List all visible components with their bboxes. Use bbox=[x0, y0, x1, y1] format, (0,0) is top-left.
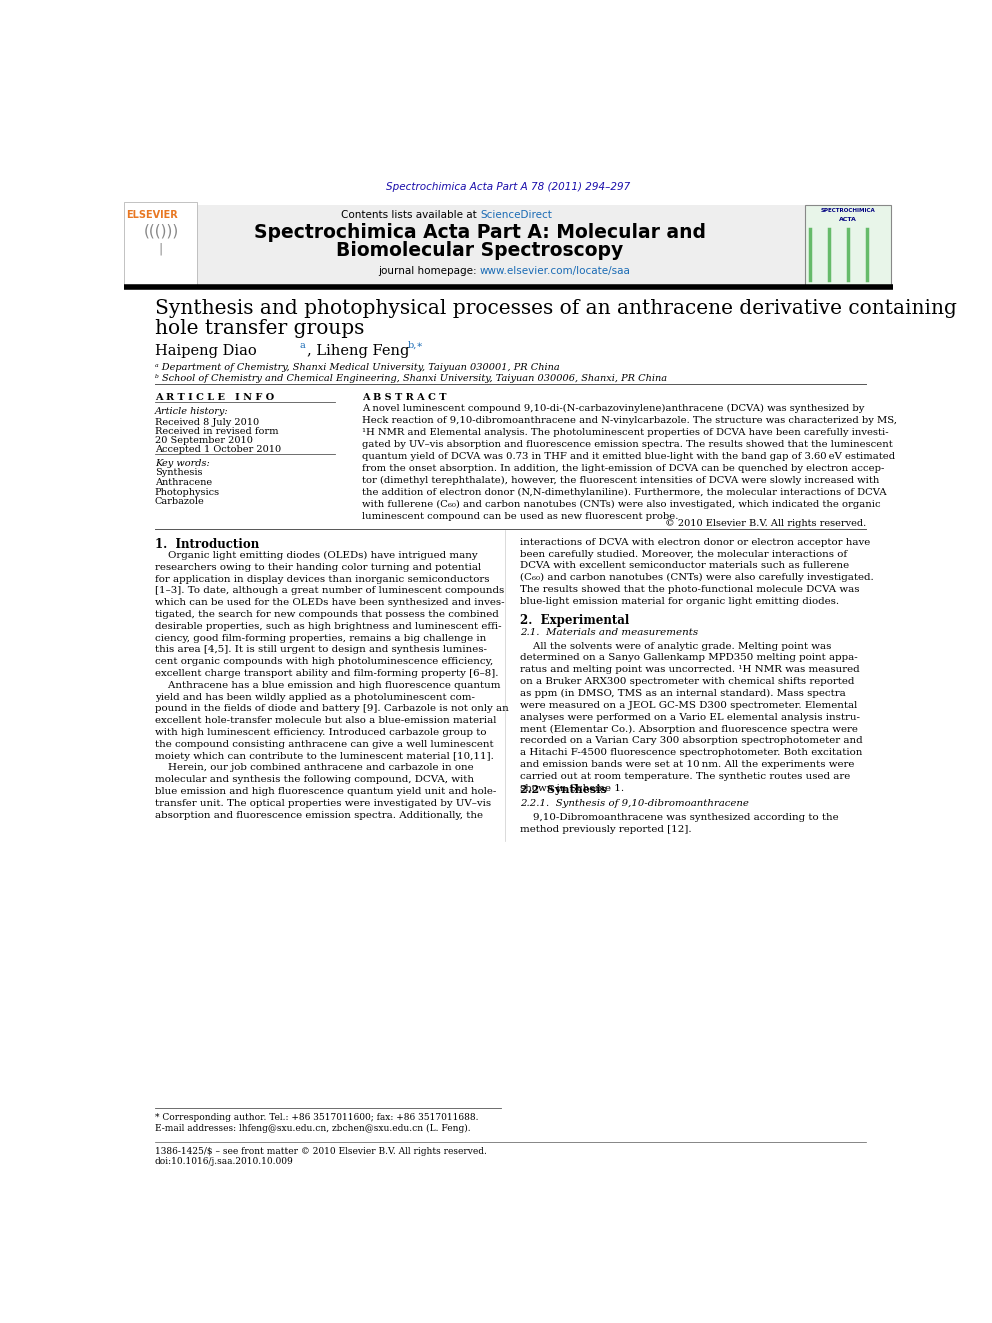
FancyBboxPatch shape bbox=[806, 205, 891, 288]
Text: A B S T R A C T: A B S T R A C T bbox=[362, 393, 446, 402]
Text: ((())): ((())) bbox=[143, 224, 179, 239]
Text: 9,10-Dibromoanthracene was synthesized according to the
method previously report: 9,10-Dibromoanthracene was synthesized a… bbox=[520, 812, 838, 833]
Text: doi:10.1016/j.saa.2010.10.009: doi:10.1016/j.saa.2010.10.009 bbox=[155, 1158, 294, 1166]
Text: A novel luminescent compound 9,10-di-(N-carbazovinylene)anthracene (DCVA) was sy: A novel luminescent compound 9,10-di-(N-… bbox=[362, 405, 898, 521]
Text: |: | bbox=[155, 242, 167, 255]
Text: Received 8 July 2010: Received 8 July 2010 bbox=[155, 418, 259, 426]
Text: Received in revised form: Received in revised form bbox=[155, 427, 278, 435]
Text: Key words:: Key words: bbox=[155, 459, 209, 468]
Text: Anthracene: Anthracene bbox=[155, 478, 212, 487]
Text: Organic light emitting diodes (OLEDs) have intrigued many
researchers owing to t: Organic light emitting diodes (OLEDs) ha… bbox=[155, 550, 509, 820]
Text: ScienceDirect: ScienceDirect bbox=[480, 209, 552, 220]
Text: 2.  Experimental: 2. Experimental bbox=[520, 614, 629, 627]
Text: hole transfer groups: hole transfer groups bbox=[155, 319, 364, 337]
Text: Synthesis: Synthesis bbox=[155, 468, 202, 478]
Text: © 2010 Elsevier B.V. All rights reserved.: © 2010 Elsevier B.V. All rights reserved… bbox=[665, 520, 866, 528]
Text: a: a bbox=[300, 341, 305, 351]
Text: Haipeng Diao: Haipeng Diao bbox=[155, 344, 261, 359]
Text: interactions of DCVA with electron donor or electron acceptor have
been carefull: interactions of DCVA with electron donor… bbox=[520, 537, 874, 606]
Text: journal homepage:: journal homepage: bbox=[378, 266, 480, 275]
Text: Article history:: Article history: bbox=[155, 407, 228, 417]
Text: E-mail addresses: lhfeng@sxu.edu.cn, zbchen@sxu.edu.cn (L. Feng).: E-mail addresses: lhfeng@sxu.edu.cn, zbc… bbox=[155, 1123, 470, 1132]
Text: ᵃ Department of Chemistry, Shanxi Medical University, Taiyuan 030001, PR China: ᵃ Department of Chemistry, Shanxi Medica… bbox=[155, 363, 559, 372]
Text: ᵇ School of Chemistry and Chemical Engineering, Shanxi University, Taiyuan 03000: ᵇ School of Chemistry and Chemical Engin… bbox=[155, 373, 667, 382]
Text: Photophysics: Photophysics bbox=[155, 488, 220, 497]
FancyBboxPatch shape bbox=[153, 205, 806, 284]
Text: Spectrochimica Acta Part A: Molecular and: Spectrochimica Acta Part A: Molecular an… bbox=[254, 224, 706, 242]
Text: ACTA: ACTA bbox=[839, 217, 857, 222]
Text: All the solvents were of analytic grade. Melting point was
determined on a Sanyo: All the solvents were of analytic grade.… bbox=[520, 642, 863, 792]
Text: 1386-1425/$ – see front matter © 2010 Elsevier B.V. All rights reserved.: 1386-1425/$ – see front matter © 2010 El… bbox=[155, 1147, 487, 1156]
Text: 2.2  Synthesis: 2.2 Synthesis bbox=[520, 785, 607, 795]
Text: 2.2.1.  Synthesis of 9,10-dibromoanthracene: 2.2.1. Synthesis of 9,10-dibromoanthrace… bbox=[520, 799, 749, 807]
Text: b,∗: b,∗ bbox=[408, 341, 424, 351]
Text: , Liheng Feng: , Liheng Feng bbox=[307, 344, 414, 359]
FancyBboxPatch shape bbox=[124, 201, 197, 288]
Text: 20 September 2010: 20 September 2010 bbox=[155, 435, 253, 445]
Text: Spectrochimica Acta Part A 78 (2011) 294–297: Spectrochimica Acta Part A 78 (2011) 294… bbox=[386, 183, 631, 192]
Text: Accepted 1 October 2010: Accepted 1 October 2010 bbox=[155, 445, 281, 454]
Text: A R T I C L E   I N F O: A R T I C L E I N F O bbox=[155, 393, 274, 402]
Text: www.elsevier.com/locate/saa: www.elsevier.com/locate/saa bbox=[480, 266, 631, 275]
Text: Carbazole: Carbazole bbox=[155, 497, 204, 507]
Text: 2.1.  Materials and measurements: 2.1. Materials and measurements bbox=[520, 628, 698, 638]
Text: Biomolecular Spectroscopy: Biomolecular Spectroscopy bbox=[336, 241, 624, 261]
Text: Contents lists available at: Contents lists available at bbox=[341, 209, 480, 220]
Text: SPECTROCHIMICA: SPECTROCHIMICA bbox=[820, 208, 876, 213]
Text: * Corresponding author. Tel.: +86 3517011600; fax: +86 3517011688.: * Corresponding author. Tel.: +86 351701… bbox=[155, 1113, 478, 1122]
Text: 1.  Introduction: 1. Introduction bbox=[155, 537, 259, 550]
Text: ELSEVIER: ELSEVIER bbox=[126, 209, 178, 220]
Text: Synthesis and photophysical processes of an anthracene derivative containing: Synthesis and photophysical processes of… bbox=[155, 299, 956, 319]
